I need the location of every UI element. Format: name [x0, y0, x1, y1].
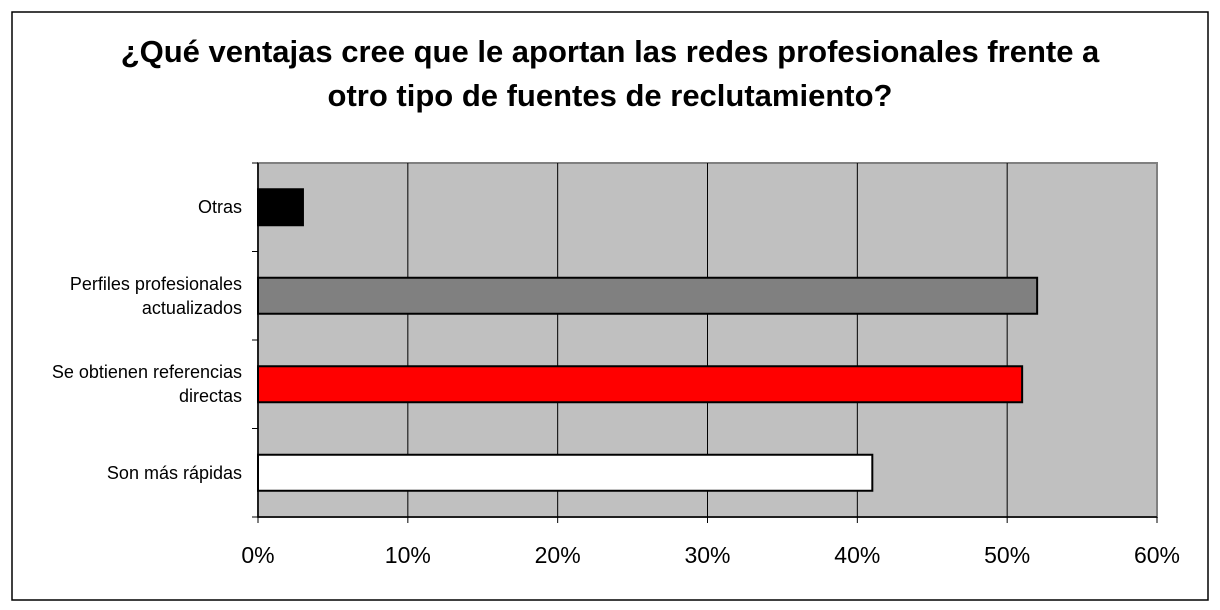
bar — [257, 453, 874, 492]
y-tick-label: Perfiles profesionales actualizados — [69, 273, 242, 318]
bar — [257, 276, 1039, 315]
bar — [257, 188, 304, 227]
x-tick-label: 40% — [834, 542, 881, 568]
x-tick-label: 0% — [241, 542, 275, 568]
y-tick-label: Son más rápidas — [106, 462, 242, 483]
y-tick-label: Se obtienen referencias directas — [51, 362, 242, 407]
chart-title: ¿Qué ventajas cree que le aportan las re… — [120, 34, 1100, 113]
x-tick-label: 50% — [984, 542, 1031, 568]
x-tick-label: 10% — [384, 542, 431, 568]
x-tick-label: 60% — [1133, 542, 1181, 568]
bar — [257, 365, 1024, 404]
y-tick-label: Otras — [197, 197, 242, 218]
x-tick-label: 30% — [684, 542, 731, 568]
x-tick-label: 20% — [534, 542, 581, 568]
